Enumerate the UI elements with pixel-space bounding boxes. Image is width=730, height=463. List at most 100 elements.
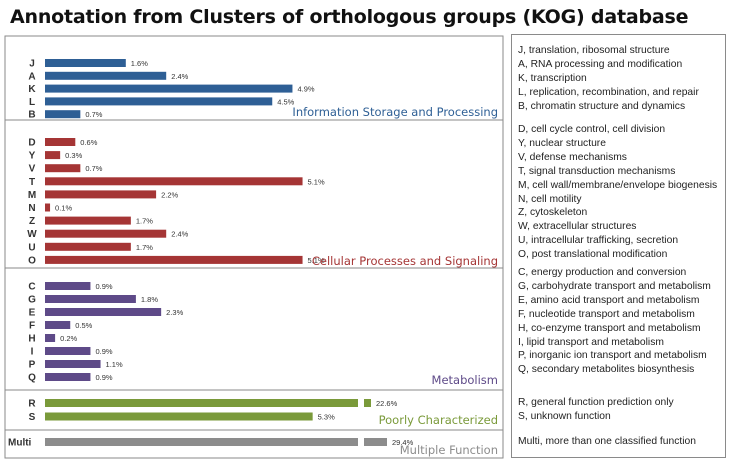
- category-description: U, intracellular trafficking, secretion: [518, 235, 679, 247]
- bar-value-label: 2.4%: [171, 230, 188, 239]
- category-description: L, replication, recombination, and repai…: [518, 86, 699, 98]
- category-description: Multi, more than one classified function: [518, 436, 696, 447]
- category-code-label: F: [29, 321, 35, 332]
- category-code-label: H: [28, 334, 35, 345]
- bar: [45, 282, 91, 290]
- bar: [45, 216, 131, 225]
- chart-title: Annotation from Clusters of orthologous …: [10, 6, 689, 28]
- bar-value-label: 4.5%: [277, 97, 294, 106]
- category-code-label: Y: [29, 151, 36, 162]
- bar-value-label: 0.9%: [95, 347, 112, 356]
- bar-value-label: 1.8%: [141, 295, 158, 304]
- category-description: M, cell wall/membrane/envelope biogenesi…: [518, 179, 718, 191]
- bar-value-label: 0.2%: [60, 334, 77, 343]
- category-code-label: Q: [28, 373, 36, 384]
- bar: [45, 295, 136, 303]
- category-code-label: B: [28, 110, 35, 121]
- category-code-label: L: [29, 97, 35, 108]
- group-name-label: Poorly Characterized: [379, 413, 498, 427]
- bar: [45, 138, 76, 146]
- category-description: S, unknown function: [518, 410, 611, 422]
- bar-value-label: 29.4%: [392, 438, 414, 447]
- bar-value-label: 1.6%: [131, 59, 148, 68]
- category-code-label: M: [28, 190, 36, 201]
- category-description: Y, nuclear structure: [518, 137, 606, 149]
- category-description: V, defense mechanisms: [518, 151, 627, 163]
- bar: [45, 321, 71, 329]
- group-name-label: Information Storage and Processing: [292, 105, 498, 119]
- category-code-label: I: [31, 347, 34, 358]
- category-code-label: A: [28, 71, 35, 82]
- kog-bar-chart: J 1.6% A 2.4% K 4.9% L 4.5% B 0.7% Information Sto…: [4, 35, 504, 459]
- category-description: B, chromatin structure and dynamics: [518, 100, 686, 112]
- category-code-label: T: [29, 177, 35, 188]
- category-description: D, cell cycle control, cell division: [518, 124, 666, 135]
- bar-value-label: 1.1%: [106, 360, 123, 369]
- bar: [45, 84, 293, 93]
- category-description: I, lipid transport and metabolism: [518, 336, 664, 348]
- bar-segment: [364, 438, 387, 446]
- category-code-label: K: [28, 84, 36, 95]
- category-code-label: G: [28, 295, 36, 306]
- bar: [45, 334, 56, 342]
- category-description: T, signal transduction mechanisms: [518, 165, 676, 177]
- category-code-label: C: [28, 282, 35, 293]
- bar-value-label: 22.6%: [376, 399, 398, 408]
- bar-value-label: 0.6%: [80, 138, 97, 147]
- category-description-panel: J, translation, ribosomal structure A, RN…: [511, 34, 726, 458]
- bar-segment: [364, 399, 371, 407]
- bar-value-label: 0.3%: [65, 151, 82, 160]
- bar-value-label: 4.9%: [297, 85, 314, 94]
- bar-value-label: 0.5%: [75, 321, 92, 330]
- bar-value-label: 2.3%: [166, 308, 183, 317]
- bar-value-label: 5.3%: [318, 413, 335, 422]
- group-name-label: Metabolism: [432, 373, 498, 387]
- category-code-label: V: [29, 164, 36, 175]
- category-code-label: J: [29, 59, 35, 70]
- category-code-label: W: [27, 229, 37, 240]
- category-description: P, inorganic ion transport and metabolis…: [518, 350, 707, 362]
- bar: [45, 190, 157, 199]
- bar: [45, 308, 162, 316]
- category-description: N, cell motility: [518, 193, 582, 205]
- category-code-label: U: [28, 242, 35, 253]
- bar-value-label: 1.7%: [136, 217, 153, 226]
- category-description: W, extracellular structures: [518, 221, 637, 233]
- category-code-label: P: [29, 360, 36, 371]
- category-code-label: S: [29, 412, 36, 423]
- category-description: A, RNA processing and modification: [518, 58, 683, 70]
- category-description: F, nucleotide transport and metabolism: [518, 308, 695, 320]
- category-code-label: N: [28, 203, 35, 214]
- category-description: Z, cytoskeleton: [518, 207, 588, 219]
- bar: [45, 412, 313, 421]
- bar: [45, 59, 126, 67]
- bar: [45, 151, 61, 160]
- bar-value-label: 0.1%: [55, 204, 72, 213]
- category-description: J, translation, ribosomal structure: [518, 45, 670, 56]
- category-code-label: E: [29, 308, 36, 319]
- category-description: R, general function prediction only: [518, 397, 674, 408]
- bar-value-label: 1.7%: [136, 243, 153, 252]
- group-name-label: Cellular Processes and Signaling: [312, 254, 498, 268]
- bar-value-label: 5.1%: [308, 177, 325, 186]
- category-description: E, amino acid transport and metabolism: [518, 294, 700, 306]
- bar-value-label: 2.2%: [161, 190, 178, 199]
- category-code-label: D: [28, 138, 35, 149]
- bar: [45, 242, 131, 251]
- bar: [45, 110, 81, 119]
- bar: [45, 97, 273, 106]
- group-panel-frame: [4, 429, 504, 459]
- category-code-label: R: [28, 399, 36, 410]
- category-description: H, co-enzyme transport and metabolism: [518, 322, 701, 334]
- category-description: K, transcription: [518, 72, 587, 84]
- group-name-label: Multiple Function: [400, 443, 498, 457]
- category-description: G, carbohydrate transport and metabolism: [518, 280, 711, 292]
- bar-value-label: 2.4%: [171, 72, 188, 81]
- bar: [45, 347, 91, 355]
- bar: [45, 177, 303, 186]
- bar: [45, 255, 303, 264]
- category-code-label: Z: [29, 216, 35, 227]
- category-code-label: Multi: [8, 438, 32, 449]
- bar-value-label: 0.9%: [95, 282, 112, 291]
- bar: [45, 229, 167, 238]
